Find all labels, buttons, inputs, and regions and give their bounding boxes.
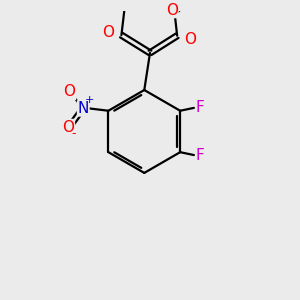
Text: O: O [64,84,76,99]
Text: +: + [85,95,94,106]
Text: F: F [196,148,205,163]
Text: O: O [166,2,178,17]
Text: -: - [71,127,76,140]
Text: O: O [184,32,196,47]
Text: O: O [103,25,115,40]
Text: O: O [62,119,74,134]
Text: F: F [196,100,205,116]
Text: N: N [78,101,89,116]
